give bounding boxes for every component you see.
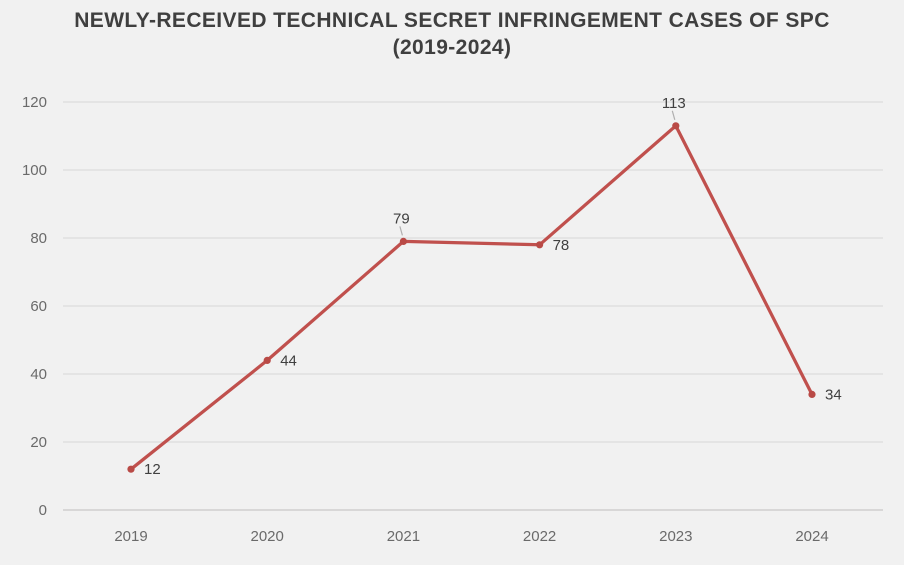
data-point xyxy=(263,356,271,364)
data-point xyxy=(536,241,544,249)
data-label: 12 xyxy=(144,461,161,478)
leader-line xyxy=(671,110,676,120)
x-tick-label: 2020 xyxy=(251,528,284,545)
y-tick-label: 100 xyxy=(22,162,47,179)
y-tick-label: 40 xyxy=(30,366,47,383)
data-label: 78 xyxy=(553,237,570,254)
data-label: 79 xyxy=(393,210,410,227)
y-tick-label: 20 xyxy=(30,434,47,451)
series-line xyxy=(129,124,814,471)
x-tick-label: 2022 xyxy=(523,528,556,545)
x-tick-label: 2023 xyxy=(659,528,692,545)
x-tick-label: 2024 xyxy=(795,528,828,545)
chart-title-line1: NEWLY-RECEIVED TECHNICAL SECRET INFRINGE… xyxy=(74,9,830,32)
data-point xyxy=(808,390,816,398)
y-tick-label: 80 xyxy=(30,230,47,247)
leader-line xyxy=(399,226,403,236)
data-point xyxy=(399,237,407,245)
x-tick-label: 2021 xyxy=(387,528,420,545)
y-tick-label: 0 xyxy=(39,502,47,519)
chart-title-line2: (2019-2024) xyxy=(392,36,512,59)
y-tick-label: 120 xyxy=(22,94,47,111)
data-label: 113 xyxy=(662,95,686,112)
data-label: 34 xyxy=(825,386,842,403)
data-label: 44 xyxy=(280,352,297,369)
data-point xyxy=(127,465,135,473)
chart-title: NEWLY-RECEIVED TECHNICAL SECRET INFRINGE… xyxy=(0,7,904,61)
data-point xyxy=(672,122,680,130)
y-tick-label: 60 xyxy=(30,298,47,315)
x-tick-label: 2019 xyxy=(114,528,147,545)
